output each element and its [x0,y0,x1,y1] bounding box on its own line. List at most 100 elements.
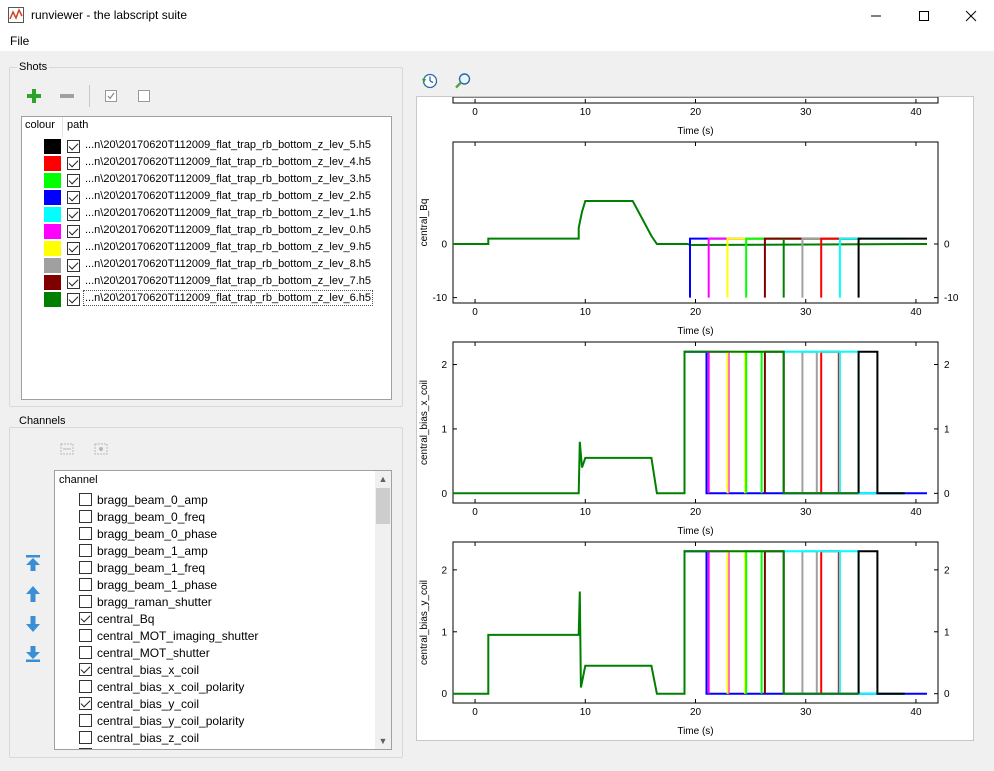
column-header-colour[interactable]: colour [25,119,55,131]
shot-colour-swatch[interactable] [44,139,61,154]
shot-checkbox[interactable] [67,242,80,255]
channel-checkbox[interactable] [79,561,92,574]
shot-row[interactable]: ...n\20\20170620T112009_flat_trap_rb_bot… [22,206,391,223]
channel-item[interactable]: bragg_beam_0_phase [55,525,375,542]
close-button[interactable] [948,0,994,31]
shot-row[interactable]: ...n\20\20170620T112009_flat_trap_rb_bot… [22,138,391,155]
shots-table[interactable]: colour path ...n\20\20170620T112009_flat… [21,116,392,400]
channel-item[interactable]: central_bias_y_coil_polarity [55,712,375,729]
channel-label: central_bias_z_coil [97,731,200,745]
channel-checkbox[interactable] [79,493,92,506]
channel-checkbox[interactable] [79,527,92,540]
channel-item[interactable]: bragg_beam_0_amp [55,491,375,508]
channel-checkbox[interactable] [79,748,92,749]
shot-colour-swatch[interactable] [44,292,61,307]
shot-row[interactable]: ...n\20\20170620T112009_flat_trap_rb_bot… [22,257,391,274]
shot-colour-swatch[interactable] [44,258,61,273]
uncheck-all-button[interactable] [133,85,155,107]
move-up-button[interactable] [22,583,44,605]
move-to-top-button[interactable] [22,552,44,574]
series-line [783,350,905,495]
channel-item-partial[interactable] [55,746,375,749]
shot-row[interactable]: ...n\20\20170620T112009_flat_trap_rb_bot… [22,172,391,189]
shot-colour-swatch[interactable] [44,156,61,171]
plot-central_bias_y_coil[interactable]: 0 10 20 30 40 Time (s) 0 0 1 1 2 2 central_bias_y_co… [419,541,950,737]
channel-checkbox[interactable] [79,578,92,591]
shot-path: ...n\20\20170620T112009_flat_trap_rb_bot… [85,207,372,219]
series-line [801,350,818,494]
shot-checkbox[interactable] [67,191,80,204]
channel-item[interactable]: bragg_beam_1_amp [55,542,375,559]
channel-list[interactable]: channel bragg_beam_0_amp bragg_beam_0_fre… [54,470,392,750]
shot-colour-swatch[interactable] [44,190,61,205]
channel-checkbox[interactable] [79,731,92,744]
channel-item[interactable]: central_MOT_shutter [55,644,375,661]
shot-checkbox[interactable] [67,276,80,289]
channel-item[interactable]: central_bias_x_coil_polarity [55,678,375,695]
channel-item[interactable]: bragg_raman_shutter [55,593,375,610]
shot-row[interactable]: ...n\20\20170620T112009_flat_trap_rb_bot… [22,223,391,240]
channel-item[interactable]: bragg_beam_1_freq [55,559,375,576]
shot-colour-swatch[interactable] [44,224,61,239]
check-all-button[interactable] [100,85,122,107]
shot-row[interactable]: ...n\20\20170620T112009_flat_trap_rb_bot… [22,189,391,206]
scroll-up-icon[interactable]: ▲ [378,474,388,484]
channel-checkbox[interactable] [79,510,92,523]
channel-list-scrollbar[interactable]: ▲ ▼ [375,471,391,749]
plot-area[interactable]: 0 10 20 30 40 Time (s) 0 10 20 30 40 Time (s) 0 0 -10-… [416,96,974,741]
move-down-button[interactable] [22,613,44,635]
shot-colour-swatch[interactable] [44,275,61,290]
plot-central_Bq[interactable]: 0 10 20 30 40 Time (s) 0 0 -10 -10 central_Bq [419,141,959,337]
shot-colour-swatch[interactable] [44,173,61,188]
channel-item[interactable]: central_MOT_imaging_shutter [55,627,375,644]
add-shot-button[interactable] [23,85,45,107]
scroll-down-icon[interactable]: ▼ [378,736,388,746]
channel-item[interactable]: central_bias_y_coil [55,695,375,712]
shot-checkbox[interactable] [67,140,80,153]
minimize-button[interactable] [853,0,899,31]
shot-checkbox[interactable] [67,157,80,170]
channel-checkbox[interactable] [79,544,92,557]
shot-row[interactable]: ...n\20\20170620T112009_flat_trap_rb_bot… [22,155,391,172]
channel-checkbox[interactable] [79,612,92,625]
maximize-button[interactable] [901,0,947,31]
channel-item[interactable]: central_Bq [55,610,375,627]
shot-row[interactable]: ...n\20\20170620T112009_flat_trap_rb_bot… [22,274,391,291]
shot-colour-swatch[interactable] [44,207,61,222]
expand-all-button[interactable] [56,438,78,460]
channel-item[interactable]: central_bias_z_coil [55,729,375,746]
shot-checkbox[interactable] [67,225,80,238]
series-line [707,550,730,694]
shot-checkbox[interactable] [67,293,80,306]
plot-partial-top-plot[interactable]: 0 10 20 30 40 Time (s) [452,96,939,137]
channel-item[interactable]: bragg_beam_0_freq [55,508,375,525]
channel-checkbox[interactable] [79,663,92,676]
zoom-button[interactable] [452,70,474,92]
collapse-all-button[interactable] [90,438,112,460]
shot-checkbox[interactable] [67,259,80,272]
channel-checkbox[interactable] [79,629,92,642]
column-header-path[interactable]: path [67,119,89,131]
series-line [783,550,905,695]
channel-item[interactable]: bragg_beam_1_phase [55,576,375,593]
shot-colour-swatch[interactable] [44,241,61,256]
remove-shot-icon [60,94,74,98]
channel-item[interactable]: central_bias_x_coil [55,661,375,678]
plot-central_bias_x_coil[interactable]: 0 10 20 30 40 Time (s) 0 0 1 1 2 2 central_bias_x_co… [419,341,950,537]
channel-checkbox[interactable] [79,595,92,608]
channel-checkbox[interactable] [79,646,92,659]
shot-checkbox[interactable] [67,174,80,187]
move-to-bottom-button[interactable] [22,643,44,665]
scrollbar-thumb[interactable] [376,488,390,524]
remove-shot-button[interactable] [56,85,78,107]
shot-row[interactable]: ...n\20\20170620T112009_flat_trap_rb_bot… [22,290,391,308]
channel-column-header[interactable]: channel [59,474,98,486]
channel-checkbox[interactable] [79,714,92,727]
shot-checkbox[interactable] [67,208,80,221]
channel-checkbox[interactable] [79,697,92,710]
reset-view-button[interactable] [419,70,441,92]
channel-checkbox[interactable] [79,680,92,693]
menu-file[interactable]: File [10,34,30,48]
shot-row[interactable]: ...n\20\20170620T112009_flat_trap_rb_bot… [22,240,391,257]
